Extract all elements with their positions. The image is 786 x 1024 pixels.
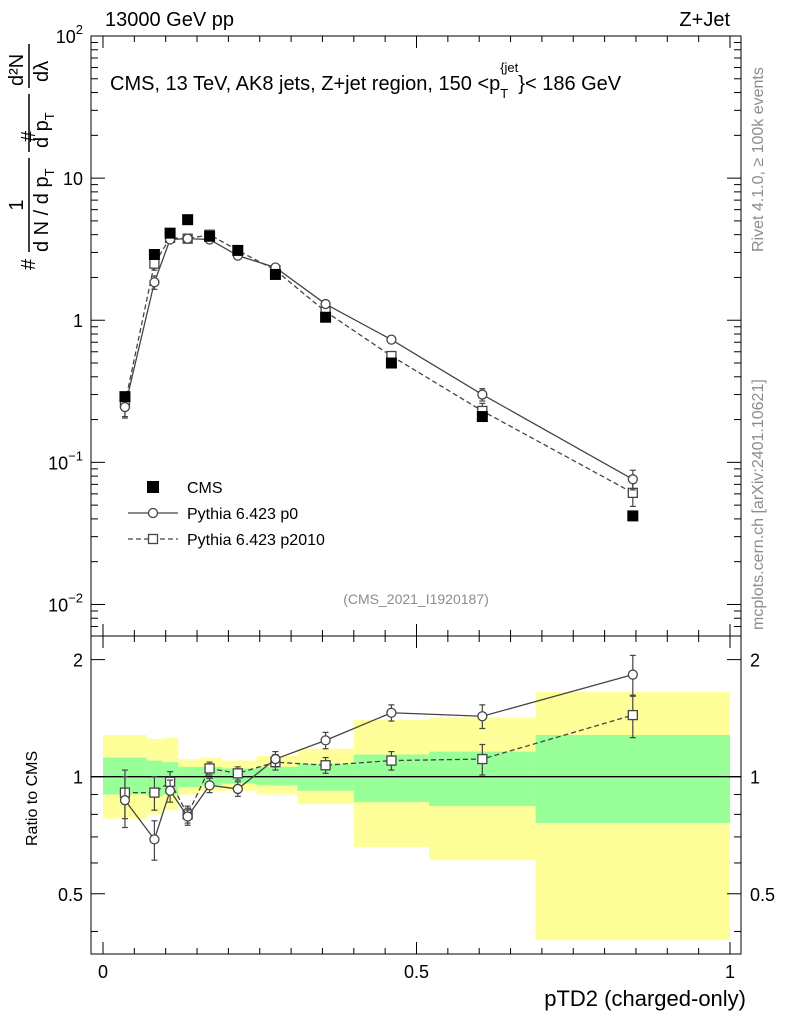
ratio-point-p2010-10 [627,709,638,721]
main-point-cms-4 [204,230,216,242]
x-tick-label-2: 1 [725,962,735,982]
analysis-id-label: (CMS_2021_I1920187) [343,591,489,607]
main-point-cms-6 [269,268,281,280]
y-label-denominator: d N / d pT [31,168,57,252]
main-point-p0-10 [627,474,638,485]
ratio-axis-label: Ratio to CMS [24,751,41,846]
main-point-cms-7 [320,311,332,323]
x-axis-label: pTD2 (charged-only) [544,986,746,1011]
y-label-dp: d pT [31,112,57,148]
main-point-p0-0 [119,401,131,413]
legend-marker-p2010 [147,533,159,545]
ratio-point-p0-3 [182,811,193,822]
ratio-point-p0-0 [119,795,131,806]
ratio-point-p0-5 [232,783,243,795]
main-point-cms-1 [148,249,160,261]
y-tick-label-3: 10−1 [48,448,83,473]
ratio-tick-label-left-0: 0.5 [58,885,83,905]
y-tick-label-1: 10 [63,169,83,189]
rivet-version-label: Rivet 4.1.0, ≥ 100k events [750,67,767,252]
legend-label-p2010: Pythia 6.423 p2010 [187,532,325,549]
y-label-d2n: d²N [6,54,28,86]
legend: CMS Pythia 6.423 p0 Pythia 6.423 p2010 [128,480,325,549]
ratio-point-p2010-8 [386,755,397,766]
energy-label: 13000 GeV pp [105,9,234,31]
main-point-p0-7 [320,298,331,310]
ratio-point-p2010-7 [320,760,331,771]
band-green-10 [535,734,730,824]
main-point-cms-2 [164,227,176,239]
ratio-point-p2010-9 [477,753,488,765]
main-point-cms-0 [119,391,131,403]
ratio-line-2 [124,714,633,816]
process-label: Z+Jet [679,9,730,31]
main-point-p0-1 [149,277,160,288]
ratio-point-p0-4 [204,780,215,791]
ratio-point-p0-7 [320,735,331,746]
ratio-point-p0-9 [477,711,488,722]
y-label-numerator-1: 1 [6,199,28,210]
y-axis-label: # 1 d N / d pT # d pT d²N dλ [6,44,57,270]
main-point-p0-9 [477,389,488,400]
main-point-p2010-1 [149,258,160,269]
y-tick-label-0: 102 [56,22,83,47]
main-point-p0-8 [386,334,397,345]
ratio-point-p2010-1 [149,787,160,798]
x-tick-label-0: 0 [98,962,108,982]
chart-title: CMS, 13 TeV, AK8 jets, Z+jet region, 150… [110,60,622,101]
ratio-tick-label-left-2: 2 [73,651,83,671]
ratio-tick-label-right-2: 2 [750,651,760,671]
mcplots-source-label: mcplots.cern.ch [arXiv:2401.10621] [750,379,767,630]
ratio-point-p0-8 [386,707,397,718]
ratio-tick-label-right-1: 1 [750,768,760,788]
ratio-point-p2010-5 [232,768,243,779]
main-line-2 [124,233,634,494]
axis-ticks: 0 0.5 1 102 10 1 10−1 10−2 0.5 0.5 1 1 2 2 [48,22,775,982]
data-marks [119,214,639,861]
legend-marker-p0 [147,507,159,519]
y-label-hash-left: # [18,258,40,270]
ratio-point-p0-10 [627,669,638,680]
y-label-dlambda: dλ [31,61,53,82]
y-tick-label-4: 10−2 [48,590,83,615]
main-point-p0-3 [182,233,193,244]
ratio-point-p0-1 [149,834,160,845]
main-point-cms-5 [232,244,244,256]
y-tick-label-2: 1 [73,311,83,331]
legend-label-p0: Pythia 6.423 p0 [187,506,298,523]
ratio-point-p0-6 [270,753,281,765]
ratio-tick-label-left-1: 1 [73,768,83,788]
ratio-tick-label-right-0: 0.5 [750,885,775,905]
main-point-cms-3 [182,214,194,226]
ratio-point-p2010-4 [204,763,215,774]
main-point-cms-9 [476,411,488,423]
main-point-cms-10 [627,510,639,522]
legend-label-cms: CMS [187,480,223,497]
main-point-cms-8 [385,357,397,369]
legend-marker-cms [147,481,159,493]
main-line-1 [124,238,634,480]
ratio-point-p0-2 [164,785,176,796]
x-tick-label-1: 0.5 [404,962,429,982]
